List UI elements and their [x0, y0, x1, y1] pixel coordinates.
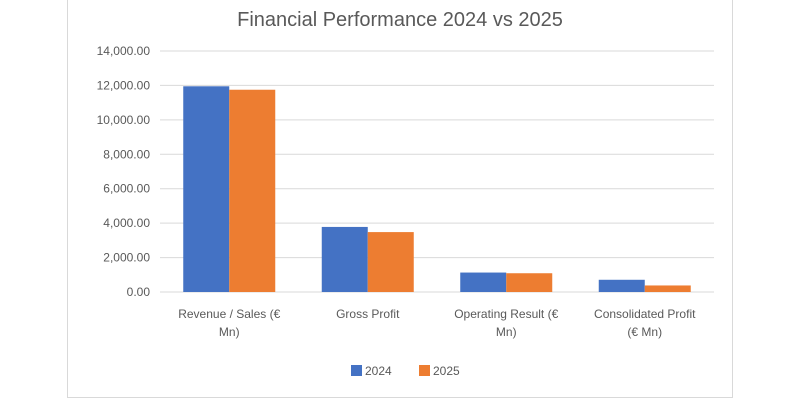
- category-label: Consolidated Profit (€ Mn): [594, 307, 696, 339]
- bar-2025-2: [506, 273, 553, 292]
- y-tick-label: 2,000.00: [103, 251, 150, 265]
- bar-2024-3: [598, 279, 645, 292]
- y-tick-label: 4,000.00: [103, 216, 150, 230]
- y-tick-label: 12,000.00: [97, 78, 151, 92]
- y-tick-label: 6,000.00: [103, 182, 150, 196]
- category-label: Revenue / Sales (€ Mn): [178, 307, 280, 339]
- category-label: Gross Profit: [336, 307, 400, 321]
- bar-2024-2: [460, 272, 507, 292]
- bar-2025-1: [367, 232, 414, 292]
- bar-2025-0: [229, 89, 276, 292]
- y-tick-label: 0.00: [127, 285, 151, 299]
- y-tick-label: 14,000.00: [97, 44, 151, 58]
- bar-2024-1: [321, 226, 368, 292]
- bar-2025-3: [644, 285, 691, 292]
- chart-frame: [67, 0, 733, 398]
- legend-label-2025: 2025: [433, 364, 460, 378]
- category-label: Operating Result (€ Mn): [454, 307, 558, 339]
- legend-swatch-2025: [419, 365, 430, 376]
- chart-title: Financial Performance 2024 vs 2025: [237, 9, 563, 31]
- category-labels: Revenue / Sales (€ Mn) Gross Profit Operati…: [178, 307, 696, 339]
- legend-label-2024: 2024: [365, 364, 392, 378]
- legend-swatch-2024: [351, 365, 362, 376]
- y-tick-label: 10,000.00: [97, 113, 151, 127]
- y-tick-label: 8,000.00: [103, 147, 150, 161]
- bar-2024-0: [183, 86, 230, 293]
- bars: [183, 86, 691, 293]
- y-axis-ticks: 0.00 2,000.00 4,000.00 6,000.00 8,000.00 10,0…: [97, 44, 151, 299]
- legend: 2024 2025: [351, 364, 460, 378]
